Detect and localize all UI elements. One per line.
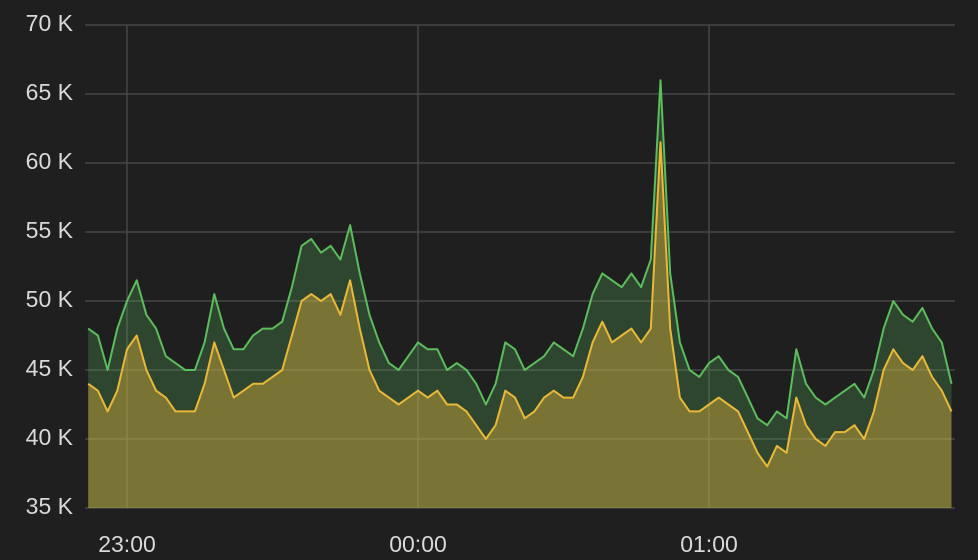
series-area — [88, 142, 952, 509]
series-area — [88, 80, 952, 508]
y-tick-label: 60 K — [26, 148, 74, 174]
series-line — [87, 141, 953, 468]
y-tick-label: 55 K — [26, 217, 74, 243]
y-tick-label: 35 K — [26, 493, 74, 519]
y-tick-label: 70 K — [26, 10, 74, 36]
series-line — [87, 79, 953, 427]
y-tick-label: 50 K — [26, 286, 74, 312]
y-tick-label: 40 K — [26, 424, 74, 450]
x-tick-label: 01:00 — [680, 531, 738, 557]
y-tick-label: 65 K — [26, 79, 74, 105]
y-tick-label: 45 K — [26, 355, 74, 381]
x-tick-label: 00:00 — [389, 531, 447, 557]
x-tick-label: 23:00 — [98, 531, 156, 557]
